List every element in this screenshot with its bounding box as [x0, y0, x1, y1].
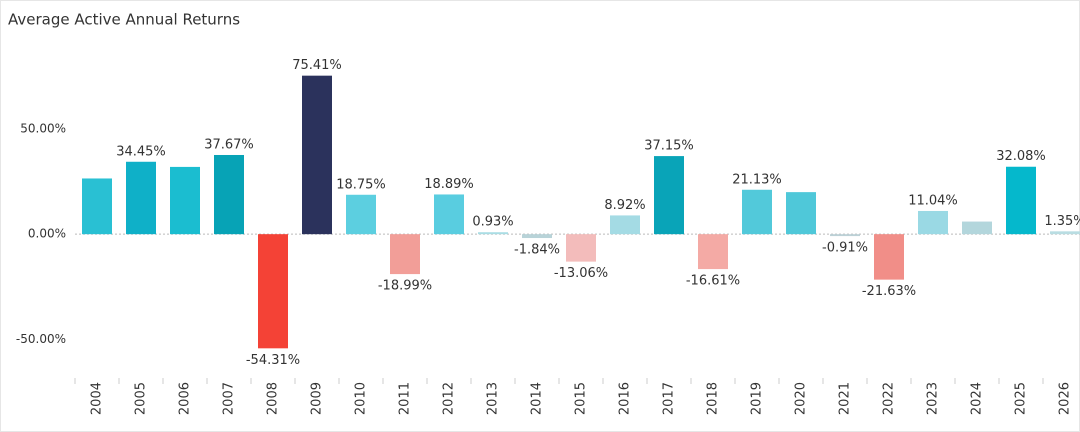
- y-tick-label: 0.00%: [28, 227, 66, 241]
- value-label: 18.89%: [424, 177, 474, 192]
- value-label: 37.67%: [204, 137, 254, 152]
- x-tick-label: 2011: [398, 382, 413, 415]
- bar: [302, 75, 332, 235]
- x-tick-label: 2005: [134, 382, 149, 415]
- x-tick-label: 2013: [486, 382, 501, 415]
- bar: [82, 178, 112, 235]
- bar: [742, 189, 772, 235]
- bar: [258, 234, 288, 349]
- value-label: -21.63%: [862, 284, 916, 299]
- x-tick-label: 2014: [530, 382, 545, 415]
- bar: [654, 156, 684, 235]
- bar: [126, 161, 156, 235]
- value-label: -54.31%: [246, 353, 300, 368]
- value-label: 34.45%: [116, 144, 166, 159]
- value-label: -16.61%: [686, 274, 740, 289]
- bar: [962, 221, 992, 235]
- value-label: 32.08%: [996, 149, 1046, 164]
- bar: [874, 234, 904, 280]
- bar: [170, 166, 200, 235]
- x-tick-label: 2009: [310, 382, 325, 415]
- bar: [478, 232, 508, 235]
- bar: [786, 192, 816, 235]
- value-label: 18.75%: [336, 177, 386, 192]
- x-tick-label: 2016: [618, 382, 633, 415]
- bar: [214, 154, 244, 235]
- x-tick-label: 2020: [794, 382, 809, 415]
- value-label: -1.84%: [514, 243, 560, 258]
- x-tick-label: 2012: [442, 382, 457, 415]
- x-tick-label: 2015: [574, 382, 589, 415]
- bar: [610, 215, 640, 235]
- x-tick-label: 2022: [882, 382, 897, 415]
- x-tick-label: 2006: [178, 382, 193, 415]
- bar: [830, 234, 860, 237]
- bar: [1050, 231, 1080, 235]
- value-label: -13.06%: [554, 266, 608, 281]
- bar: [1006, 166, 1036, 235]
- bar: [522, 234, 552, 239]
- x-tick-label: 2019: [750, 382, 765, 415]
- bar: [390, 234, 420, 275]
- value-label: 8.92%: [604, 198, 645, 213]
- x-tick-label: 2007: [222, 382, 237, 415]
- value-label: 37.15%: [644, 139, 694, 154]
- y-tick-label: -50.00%: [16, 332, 66, 346]
- x-tick-label: 2025: [1014, 382, 1029, 415]
- x-tick-label: 2024: [970, 382, 985, 415]
- value-label: -0.91%: [822, 241, 868, 256]
- x-tick-label: 2008: [266, 382, 281, 415]
- bar: [918, 210, 948, 235]
- value-label: 75.41%: [292, 58, 342, 73]
- bar: [698, 234, 728, 270]
- value-label: 11.04%: [908, 193, 958, 208]
- bar: [346, 194, 376, 235]
- bar: [434, 194, 464, 235]
- x-tick-label: 2023: [926, 382, 941, 415]
- value-label: 0.93%: [472, 215, 513, 230]
- value-label: -18.99%: [378, 279, 432, 294]
- value-label: 21.13%: [732, 172, 782, 187]
- x-tick-label: 2004: [90, 382, 105, 415]
- x-tick-label: 2021: [838, 382, 853, 415]
- bar: [566, 234, 596, 262]
- x-tick-label: 2010: [354, 382, 369, 415]
- x-tick-label: 2018: [706, 382, 721, 415]
- x-tick-label: 2026: [1058, 382, 1073, 415]
- x-tick-label: 2017: [662, 382, 677, 415]
- y-tick-label: 50.00%: [20, 122, 66, 136]
- value-label: 1.35%: [1044, 214, 1080, 229]
- chart-title: Average Active Annual Returns: [8, 11, 240, 29]
